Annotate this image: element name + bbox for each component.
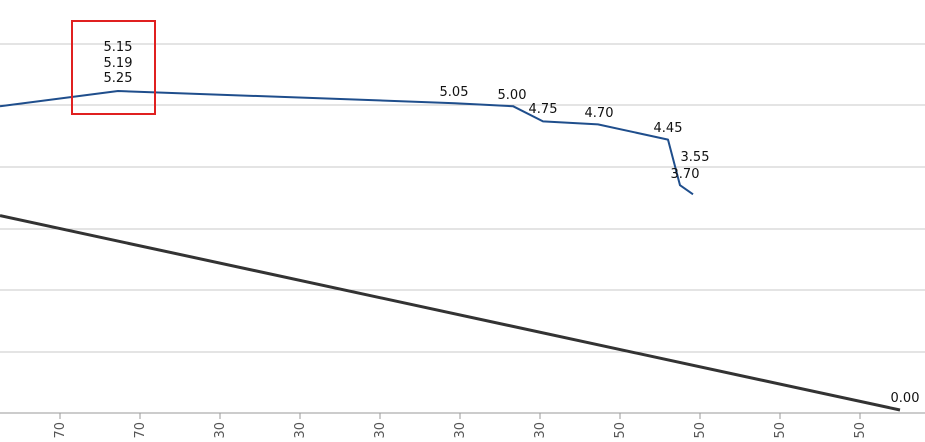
series-line-0 [0, 90, 694, 196]
data-label-4.45: 4.45 [654, 121, 683, 136]
data-label-5.19: 5.19 [104, 56, 133, 71]
x-tick-label-4: 30 [373, 422, 388, 439]
x-tick-label-9: 50 [773, 422, 788, 439]
data-label-4.75: 4.75 [529, 102, 558, 117]
data-label-3.70: 3.70 [671, 167, 700, 182]
x-tick-label-6: 30 [533, 422, 548, 439]
data-label-5.25: 5.25 [104, 71, 133, 86]
x-tick-label-0: 70 [53, 422, 68, 439]
data-label-5.15: 5.15 [104, 40, 133, 55]
data-labels: 5.15 5.19 5.25 5.05 5.00 4.75 4.70 4.45 … [104, 40, 920, 406]
series-lines [0, 90, 901, 412]
x-tick-label-3: 30 [293, 422, 308, 439]
x-axis-ticks: 70 70 30 30 30 30 30 50 50 50 50 [53, 413, 868, 439]
data-label-5.00: 5.00 [498, 88, 527, 103]
x-tick-label-8: 50 [693, 422, 708, 439]
x-tick-label-7: 50 [613, 422, 628, 439]
x-tick-label-1: 70 [133, 422, 148, 439]
data-label-3.55: 3.55 [681, 150, 710, 165]
highlight-box [71, 20, 156, 115]
series-line-1 [0, 214, 901, 412]
x-tick-label-10: 50 [853, 422, 868, 439]
data-label-4.70: 4.70 [585, 106, 614, 121]
data-label-0.00: 0.00 [891, 391, 920, 406]
x-tick-label-5: 30 [453, 422, 468, 439]
x-tick-label-2: 30 [213, 422, 228, 439]
data-label-5.05: 5.05 [440, 85, 469, 100]
